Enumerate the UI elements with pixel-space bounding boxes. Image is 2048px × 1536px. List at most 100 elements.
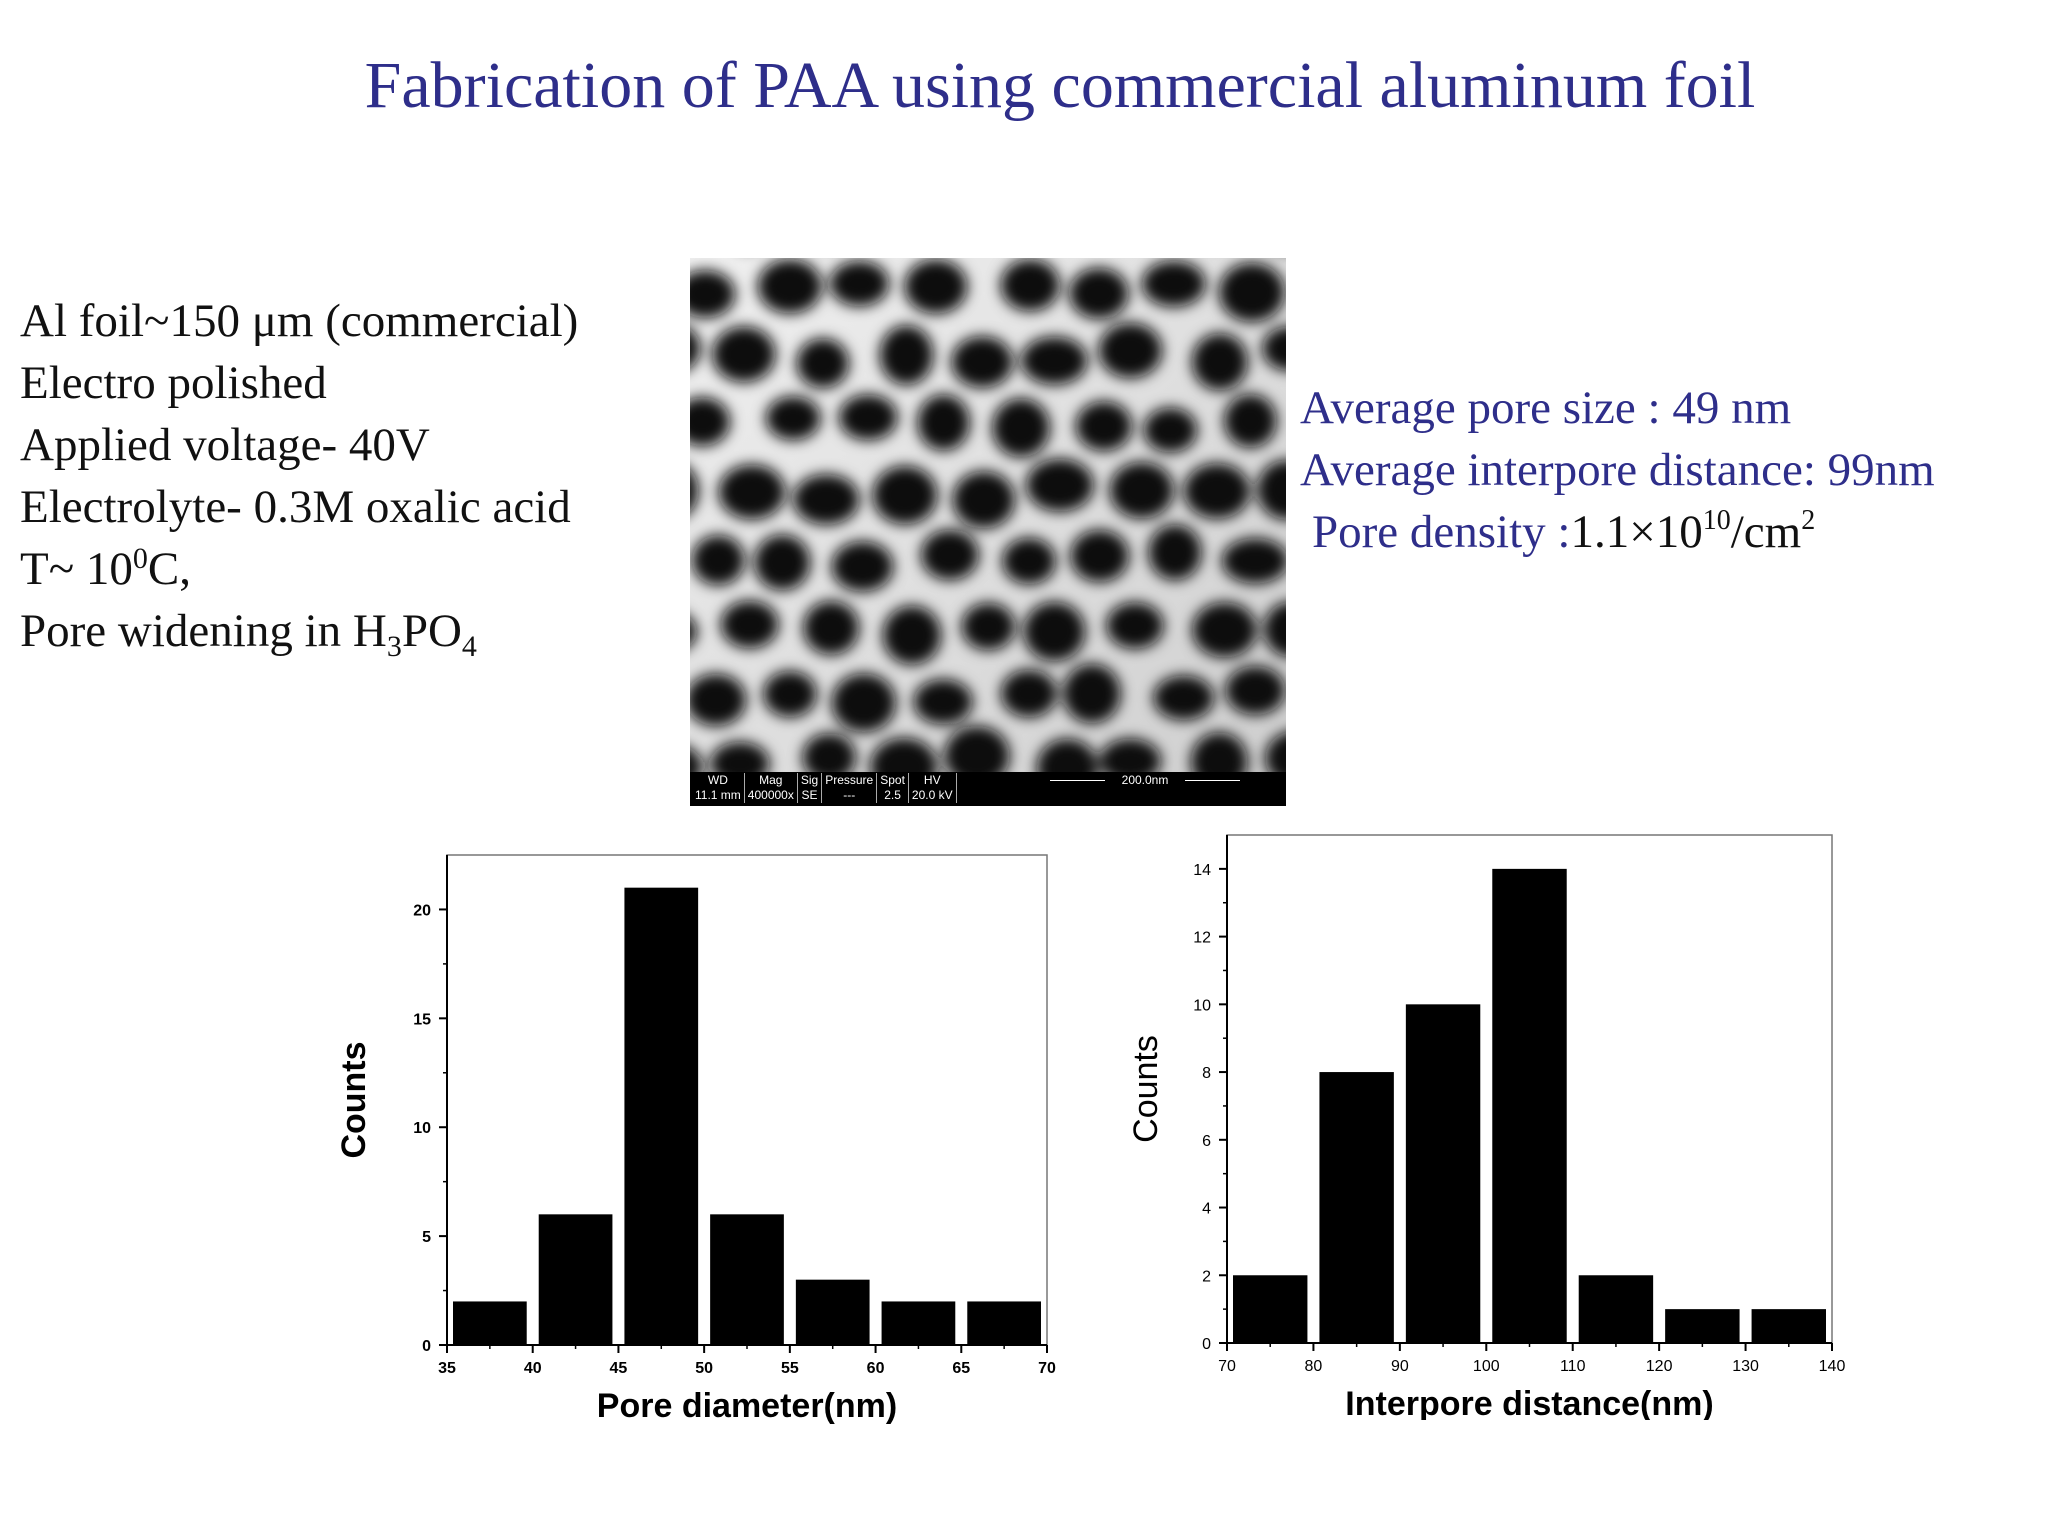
x-tick-label: 45: [610, 1360, 628, 1377]
sem-pore: [1069, 267, 1129, 319]
sem-pore: [796, 338, 849, 389]
x-tick-label: 60: [867, 1360, 885, 1377]
sem-pore: [1153, 675, 1214, 721]
sem-pore: [690, 469, 699, 512]
sem-pore-image: [690, 258, 1286, 806]
sem-pore: [765, 396, 821, 441]
interpore-distance-chart: 70 80 90 100 110 120 130 140 0 2 4 6 8 10 12 14 Interpor…: [1127, 834, 1845, 1420]
sem-pore: [952, 471, 1015, 529]
sem-value-cell: SE: [797, 788, 823, 803]
sem-header-cell: Spot: [876, 773, 909, 788]
sem-value-cell: 400000x: [744, 788, 798, 803]
sem-pore: [1148, 524, 1202, 581]
sem-pore: [904, 259, 968, 314]
sem-pore: [1106, 602, 1164, 649]
x-tick-label: 50: [695, 1360, 713, 1377]
sem-pore: [1063, 663, 1121, 724]
sem-pore: [690, 329, 701, 368]
sem-info-table: WD Mag Sig Pressure Spot HV 11.1 mm 400000x SE -…: [692, 773, 957, 803]
slide-title: Fabrication of PAA using commercial alum…: [364, 49, 1756, 122]
param-polish: Electro polished: [20, 357, 327, 409]
widening-sub2: 4: [461, 630, 477, 663]
x-tick-label: 55: [781, 1360, 799, 1377]
y-tick-label: 2: [1202, 1268, 1211, 1285]
y-tick-label: 10: [413, 1120, 431, 1137]
sem-pore: [712, 326, 776, 383]
sem-pore: [718, 464, 786, 520]
y-tick-label: 6: [1202, 1133, 1211, 1150]
stat-density: Pore density :1.1×1010/cm2: [1300, 501, 1935, 563]
sem-pore: [690, 617, 698, 646]
sem-pore: [917, 394, 970, 451]
stat-interpore: Average interpore distance: 99nm: [1300, 444, 1935, 496]
histogram-bar: [1751, 1309, 1826, 1343]
sem-pore: [1002, 537, 1056, 585]
histogram-bar: [453, 1301, 527, 1345]
sem-pore: [1143, 407, 1198, 453]
x-tick-label: 120: [1646, 1358, 1673, 1375]
x-tick-label: 65: [952, 1360, 970, 1377]
density-label: Pore density :: [1312, 506, 1571, 558]
sem-pore: [1225, 666, 1286, 715]
sem-pore: [831, 541, 894, 592]
histogram-bar: [1492, 868, 1567, 1343]
y-tick-label: 20: [413, 902, 431, 919]
sem-pore: [690, 270, 736, 318]
y-tick-label: 12: [1193, 930, 1211, 947]
sem-header-cell: WD: [692, 773, 745, 788]
sem-pore: [831, 673, 896, 733]
sem-header-cell: Sig: [797, 773, 823, 788]
pore-statistics: Average pore size : 49 nm Average interp…: [1300, 377, 1935, 563]
sem-header-cell: Mag: [744, 773, 798, 788]
pore-diameter-histogram: 35 40 45 50 55 60 65 70 0 5 10 15 20 Pore diameter(nm…: [330, 840, 1070, 1430]
pore-diameter-chart: 35 40 45 50 55 60 65 70 0 5 10 15 20 Pore diameter(nm…: [335, 854, 1056, 1425]
sem-pore: [1098, 322, 1163, 379]
sem-pore: [793, 474, 860, 525]
histogram-bar: [967, 1301, 1041, 1345]
widening-mid: PO: [401, 605, 462, 657]
sem-pore: [829, 260, 889, 307]
y-tick-label: 15: [413, 1011, 431, 1028]
sem-pore: [921, 529, 979, 581]
process-parameters: Al foil~150 μm (commercial) Electro poli…: [20, 290, 578, 662]
sem-pore: [839, 394, 898, 441]
density-exp: 10: [1702, 505, 1731, 536]
sem-value-cell: 11.1 mm: [692, 788, 745, 803]
sem-pore: [913, 679, 973, 725]
sem-pore: [690, 397, 730, 447]
x-tick-label: 70: [1218, 1358, 1236, 1375]
histogram-bar: [538, 1214, 613, 1345]
sem-pore: [1192, 602, 1257, 658]
sem-pore: [754, 534, 811, 591]
sem-pore: [1109, 462, 1174, 519]
x-tick-label: 40: [524, 1360, 542, 1377]
density-unit-exp: 2: [1801, 505, 1816, 536]
sem-header-cell: Pressure: [821, 773, 878, 788]
y-axis-label: Counts: [335, 1041, 373, 1158]
x-tick-label: 90: [1391, 1358, 1409, 1375]
x-tick-label: 100: [1473, 1358, 1500, 1375]
x-axis-label: Interpore distance(nm): [1345, 1385, 1713, 1420]
sem-pore: [1075, 401, 1132, 452]
sem-pore: [757, 259, 822, 314]
histogram-bar: [1233, 1275, 1308, 1343]
y-tick-label: 10: [1193, 997, 1211, 1014]
sem-pore: [692, 535, 745, 586]
sem-pore: [882, 605, 942, 665]
sem-value-cell: ---: [821, 788, 878, 803]
sem-header-cell: HV: [908, 773, 957, 788]
sem-pore: [1001, 669, 1057, 718]
sem-pore: [1141, 260, 1206, 307]
y-tick-label: 0: [422, 1338, 431, 1355]
y-tick-label: 14: [1193, 862, 1211, 879]
widening-prefix: Pore widening in H: [20, 605, 387, 657]
temp-prefix: T~ 10: [20, 543, 133, 595]
x-tick-label: 80: [1305, 1358, 1323, 1375]
sem-value-cell: 20.0 kV: [908, 788, 957, 803]
sem-pore: [872, 465, 938, 525]
histogram-bar: [1405, 1004, 1481, 1343]
sem-pore: [802, 733, 856, 782]
sem-micrograph: WD Mag Sig Pressure Spot HV 11.1 mm 400000x SE -…: [690, 258, 1286, 806]
param-voltage: Applied voltage- 40V: [20, 419, 430, 471]
histogram-bar: [710, 1214, 784, 1345]
